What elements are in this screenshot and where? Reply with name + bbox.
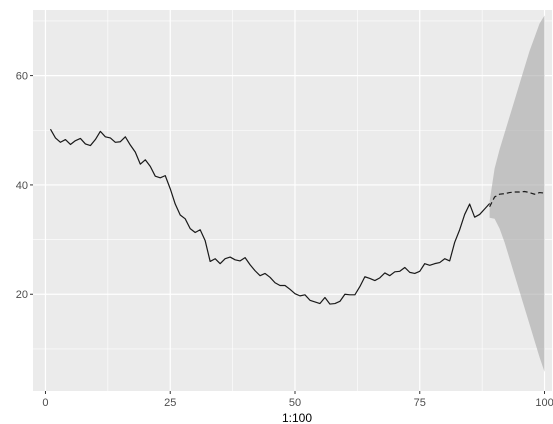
x-tick-label: 25 bbox=[164, 397, 176, 409]
x-tick-label: 75 bbox=[414, 397, 426, 409]
x-tick-label: 100 bbox=[535, 397, 553, 409]
y-tick-label: 20 bbox=[16, 289, 28, 301]
forecast-interval-band bbox=[489, 15, 545, 372]
y-tick-label: 40 bbox=[16, 180, 28, 192]
y-tick-label: 60 bbox=[16, 71, 28, 83]
band-layer bbox=[489, 15, 545, 372]
x-tick-label: 50 bbox=[289, 397, 301, 409]
observed-series-line bbox=[49, 128, 491, 305]
x-tick-label: 0 bbox=[42, 397, 48, 409]
axis-layer: 20 40 60 0 25 50 75 100 bbox=[16, 71, 553, 409]
forecast-series-line bbox=[489, 190, 545, 208]
x-axis-title: 1:100 bbox=[282, 411, 312, 424]
plot-panel bbox=[33, 10, 552, 391]
line-layer bbox=[49, 128, 545, 305]
